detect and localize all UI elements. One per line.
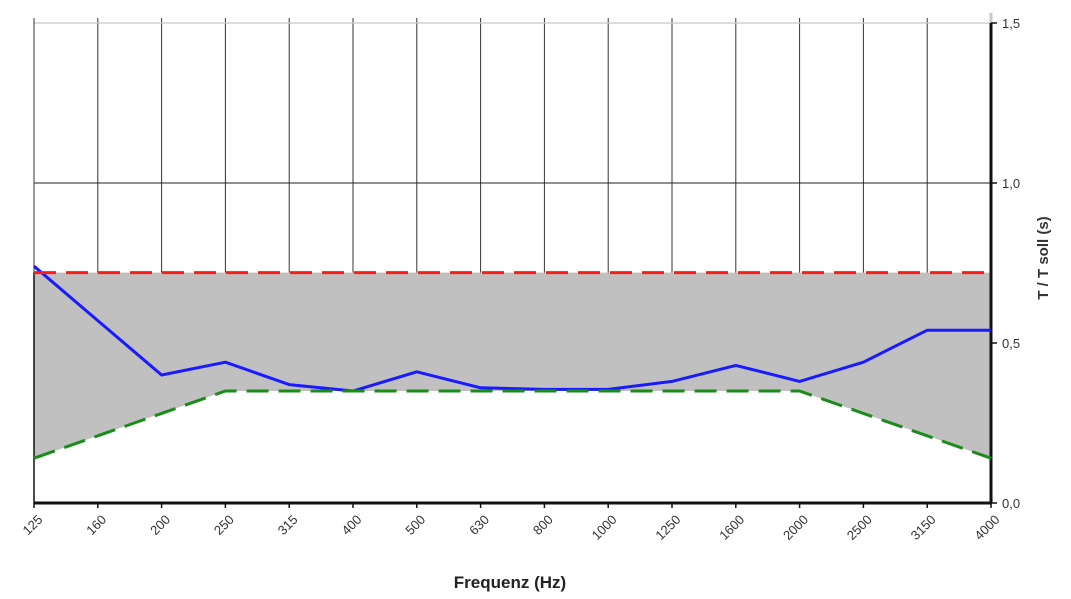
x-tick-labels: 125 160 200 250 315 400 500 630 800 1000 1250 1600 2… bbox=[20, 512, 1003, 543]
x-tick-label: 200 bbox=[147, 512, 173, 538]
x-tick-label: 315 bbox=[275, 512, 301, 538]
x-axis-title: Frequenz (Hz) bbox=[454, 573, 566, 592]
y-tick-label: 0,0 bbox=[1002, 496, 1020, 511]
x-tick-label: 630 bbox=[466, 512, 492, 538]
x-tick-label: 3150 bbox=[908, 512, 939, 543]
lower-tolerance-line bbox=[33, 389, 992, 460]
y-tick-label: 0,5 bbox=[1002, 336, 1020, 351]
y-axis-title: T / T soll (s) bbox=[1035, 216, 1052, 299]
y-tick-labels: 0,0 0,5 1,0 1,5 bbox=[1002, 16, 1020, 511]
x-tick-label: 250 bbox=[211, 512, 237, 538]
y-tick-label: 1,0 bbox=[1002, 176, 1020, 191]
series-layer bbox=[33, 265, 992, 460]
x-tick-label: 1000 bbox=[589, 512, 620, 543]
x-tick-label: 800 bbox=[530, 512, 556, 538]
tolerance-band bbox=[34, 272, 991, 459]
x-tick-label: 2000 bbox=[780, 512, 811, 543]
x-tick-label: 1600 bbox=[716, 512, 747, 543]
x-tick-label: 1250 bbox=[652, 512, 683, 543]
x-tick-label: 500 bbox=[402, 512, 428, 538]
measured-line bbox=[33, 265, 991, 393]
x-tick-label: 160 bbox=[83, 512, 109, 538]
tolerance-band-layer bbox=[34, 272, 991, 459]
x-tick-label: 400 bbox=[339, 512, 365, 538]
grid-layer bbox=[33, 18, 992, 273]
x-tick-label: 2500 bbox=[844, 512, 875, 543]
x-tick-label: 125 bbox=[20, 512, 46, 538]
y-tick-label: 1,5 bbox=[1002, 16, 1020, 31]
axes-layer bbox=[33, 13, 997, 508]
x-tick-label: 4000 bbox=[971, 512, 1002, 543]
